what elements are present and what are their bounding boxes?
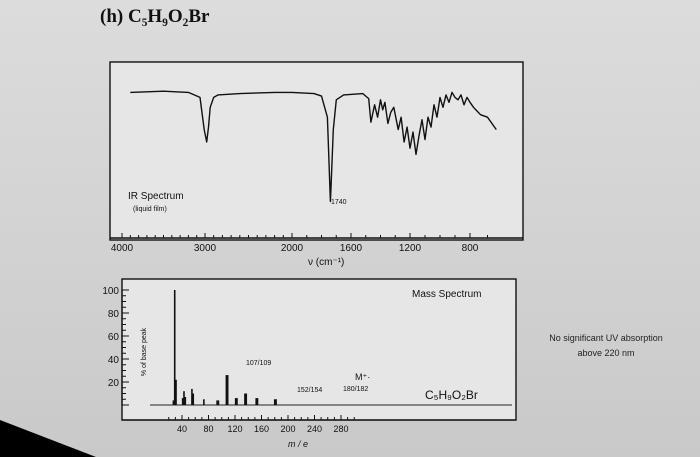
ms-x-axis-label: m / e (288, 439, 308, 449)
ms-label-152-154: 152/154 (297, 387, 322, 394)
ms-x-tick-label: 160 (254, 424, 269, 434)
ms-y-tick-label: 40 (108, 355, 120, 366)
ir-x-tick-label: 1600 (340, 243, 363, 254)
ms-x-tick-label: 80 (203, 424, 213, 434)
ms-formula: C₅H₉O₂Br (425, 388, 478, 402)
ms-y-tick-label: 80 (108, 309, 120, 320)
ir-subtitle: (liquid film) (133, 206, 167, 213)
ms-x-tick-label: 240 (307, 424, 322, 434)
ms-label-180-182: 180/182 (343, 386, 368, 393)
ms-label-107-109: 107/109 (246, 360, 271, 367)
ms-label-molecular-ion: M⁺· (355, 372, 370, 382)
ir-x-tick-label: 2000 (281, 243, 304, 254)
ir-spectrum-line (130, 90, 497, 203)
ms-x-tick-label: 120 (227, 424, 242, 434)
ir-x-tick-label: 4000 (111, 243, 134, 254)
ms-y-ticks: 100 80 60 40 20 (102, 286, 129, 406)
ms-x-tick-label: 200 (280, 424, 295, 434)
ms-x-ticks: 40 80 120 160 200 240 280 (122, 415, 516, 434)
ir-plot-frame (109, 61, 524, 241)
ir-x-axis-label: ν (cm⁻¹) (308, 257, 344, 268)
ms-y-axis-label: % of base peak (141, 327, 148, 376)
ir-x-ticks: 4000 3000 2000 1600 1200 800 (110, 233, 523, 254)
problem-title: (h) C₅H₉O₂Br (100, 6, 210, 27)
ms-y-tick-label: 20 (108, 378, 120, 389)
ms-plot-area (172, 290, 277, 405)
uv-note: No significant UV absorption above 220 n… (549, 333, 663, 358)
ir-plot-area (130, 90, 497, 203)
ms-y-tick-label: 60 (108, 332, 120, 343)
ms-x-tick-label: 40 (177, 424, 187, 434)
ms-y-tick-label: 100 (102, 286, 119, 297)
ir-peak-label-1740: 1740 (331, 199, 347, 206)
ir-x-tick-label: 3000 (194, 243, 217, 254)
ir-x-tick-label: 800 (462, 243, 479, 254)
ir-x-tick-label: 1200 (399, 243, 422, 254)
ms-title: Mass Spectrum (412, 289, 481, 300)
ir-title: IR Spectrum (128, 191, 184, 202)
ms-x-tick-label: 280 (333, 424, 348, 434)
